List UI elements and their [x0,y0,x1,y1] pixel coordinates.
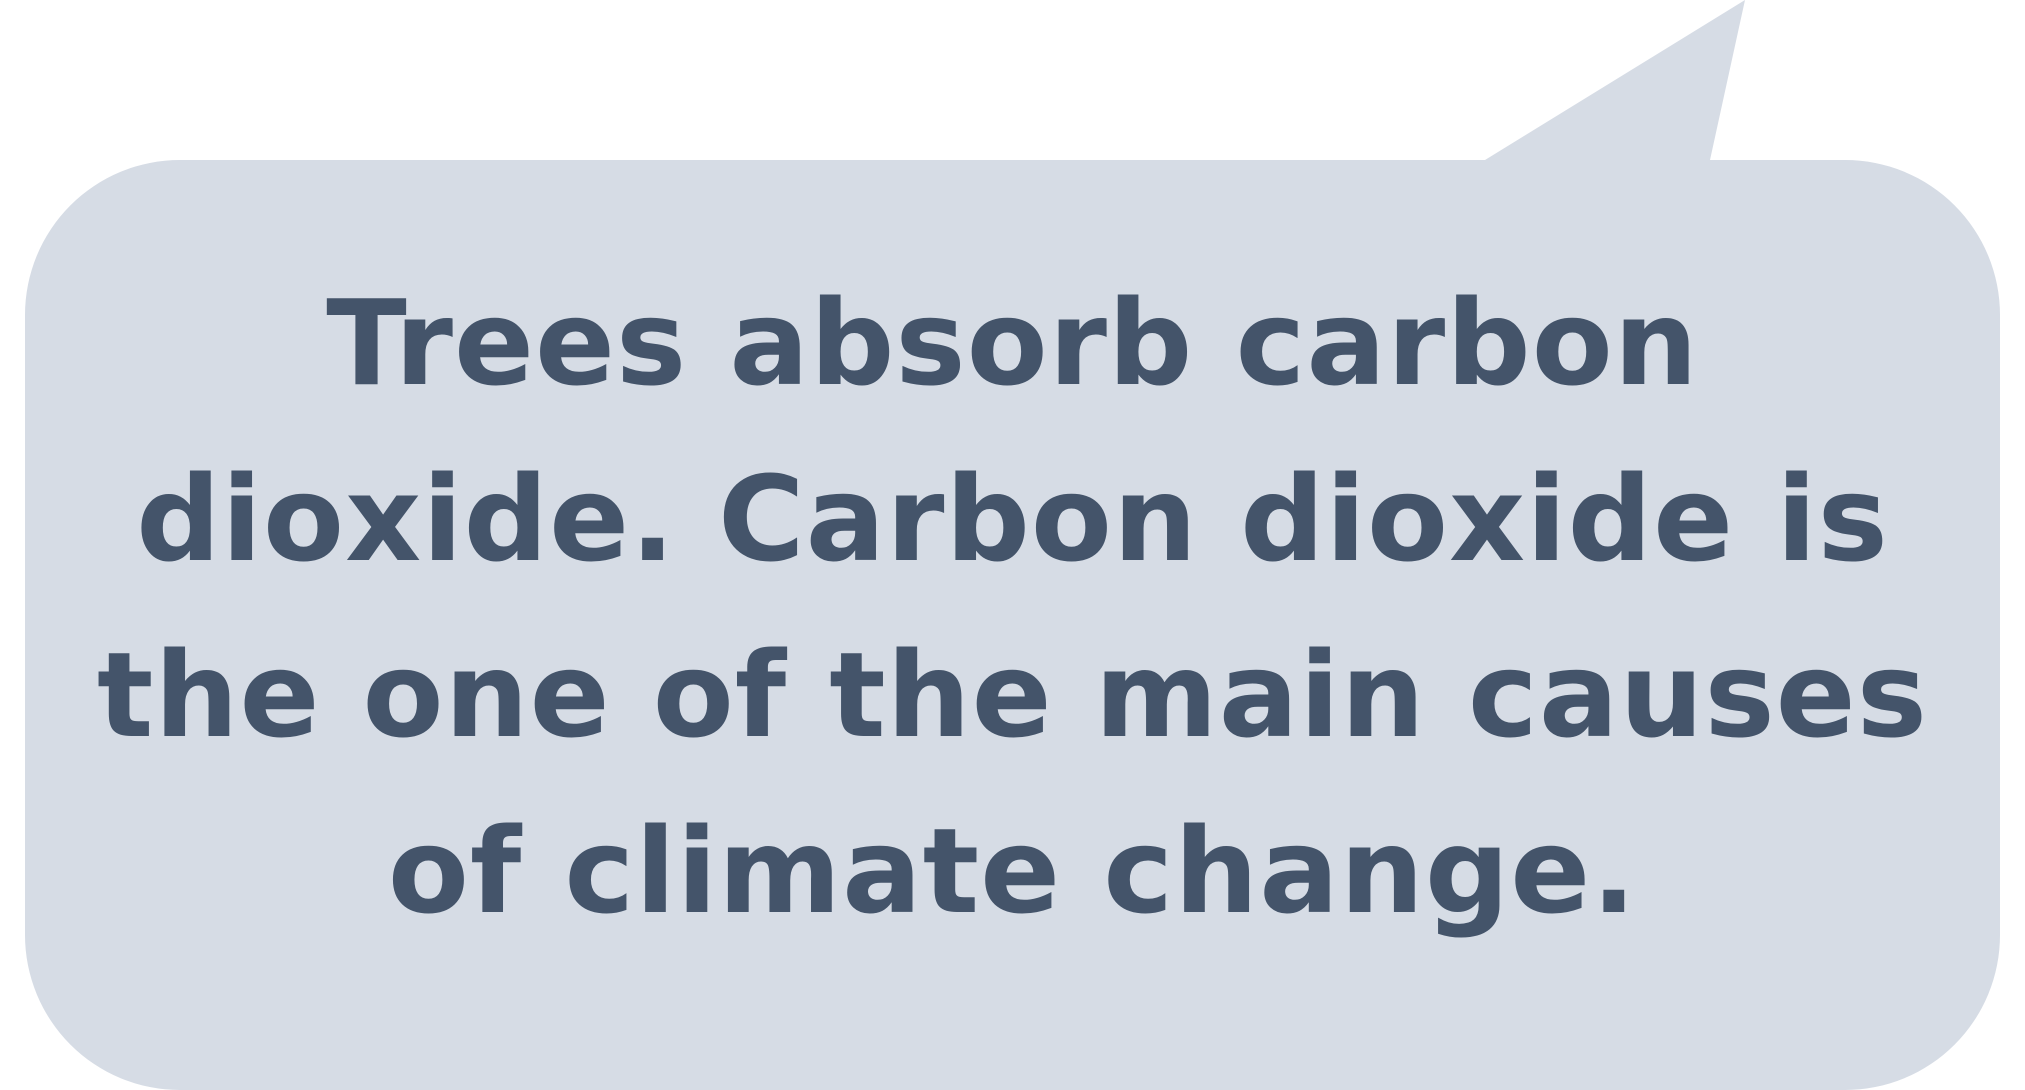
bubble-message: Trees absorb carbon dioxide. Carbon diox… [97,274,1928,940]
speech-bubble-shape [25,0,2000,1090]
